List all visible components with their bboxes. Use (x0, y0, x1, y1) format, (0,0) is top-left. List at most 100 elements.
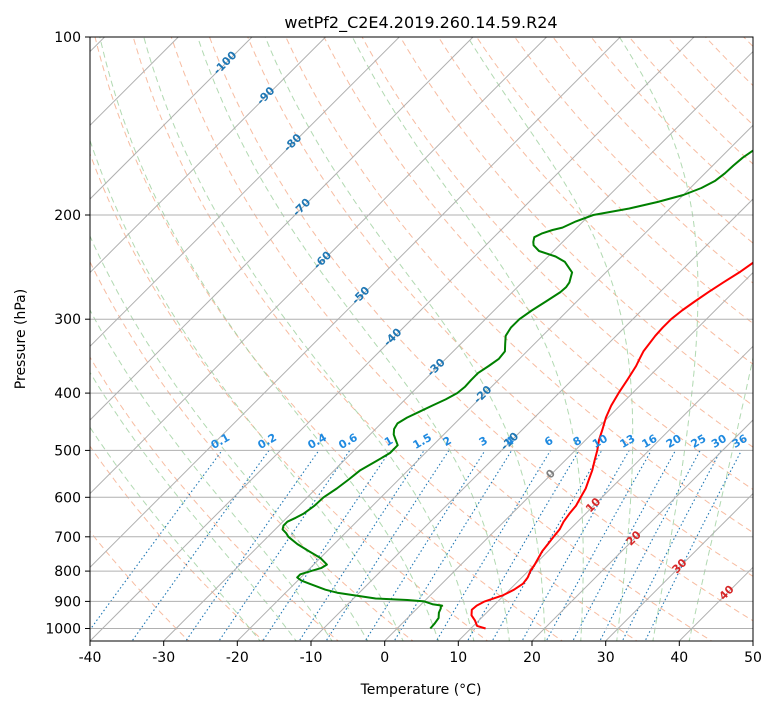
x-tick-label: 20 (523, 650, 541, 666)
x-tick-label: -20 (226, 650, 249, 666)
y-tick-label: 700 (54, 530, 81, 546)
mixing-ratio-line (185, 450, 320, 641)
moist-adiabat (197, 37, 510, 641)
isotherm-line (457, 345, 753, 641)
isotherm-line (90, 37, 622, 569)
y-axis: 1000 900 800 700 600 500 400 300 200 100 (45, 30, 90, 638)
temperature-line (470, 261, 753, 630)
isotherm-line (310, 198, 753, 641)
x-axis-label: Temperature (°C) (360, 682, 482, 698)
isotherm-line (90, 37, 253, 200)
mixing-ratio-label: 25 (689, 432, 709, 451)
isotherm-label: -40 (381, 325, 404, 348)
isotherm-label: 10 (583, 495, 603, 515)
x-tick-label: -30 (152, 650, 175, 666)
dry-adiabat (247, 37, 753, 577)
mixing-ratio-label: 8 (571, 434, 584, 449)
mixing-ratio-label: 16 (640, 432, 660, 451)
isotherm-line (162, 50, 753, 641)
data-lines (281, 149, 753, 630)
mixing-ratio-line (545, 450, 652, 641)
mixing-ratio-line (325, 450, 450, 641)
mixing-ratio-label: 6 (542, 434, 555, 449)
isotherm-line (752, 640, 753, 641)
mixing-ratio-label: 3 (477, 434, 490, 449)
isotherm-line (90, 37, 474, 421)
isotherm-line (383, 271, 753, 641)
isotherm-line (90, 37, 327, 274)
x-tick-label: -10 (300, 650, 323, 666)
x-tick-label: 30 (597, 650, 615, 666)
mixing-ratio-label: 10 (590, 432, 610, 451)
chart-title: wetPf2_C2E4.2019.260.14.59.R24 (284, 13, 557, 33)
dry-adiabat (476, 37, 753, 325)
dry-adiabat (285, 37, 753, 534)
x-tick-label: 10 (449, 650, 467, 666)
mixing-ratio-line (262, 450, 391, 641)
x-axis: -40 -30 -20 -10 0 10 20 30 40 50 (79, 641, 762, 666)
moist-adiabat (90, 309, 333, 641)
dry-adiabat (208, 37, 753, 622)
y-tick-label: 300 (54, 312, 81, 328)
isotherm-label: -20 (471, 383, 494, 406)
isotherm-label: -90 (254, 84, 277, 107)
isotherm-label: -60 (311, 248, 334, 271)
y-tick-label: 200 (54, 208, 81, 224)
moist-adiabat (688, 355, 753, 641)
dry-adiabat (437, 37, 753, 365)
isotherm-label: -30 (425, 356, 448, 379)
isotherm-line (604, 492, 753, 641)
y-tick-label: 800 (54, 564, 81, 580)
mixing-ratio-line (572, 450, 676, 641)
dry-adiabat (514, 37, 753, 284)
mixing-ratio-line (218, 450, 351, 641)
dry-adiabat (769, 24, 775, 644)
isotherm-line (236, 124, 753, 641)
y-tick-label: 600 (54, 490, 81, 506)
isotherm-label: 20 (624, 528, 644, 548)
mixing-ratio-line (364, 450, 486, 641)
dry-adiabat (361, 37, 753, 448)
y-tick-label: 400 (54, 386, 81, 402)
mixing-ratio-line (90, 450, 223, 631)
x-tick-label: -40 (79, 650, 102, 666)
y-axis-label: Pressure (hPa) (13, 289, 29, 389)
isotherm-label: 0 (543, 467, 558, 482)
dry-adiabat (90, 260, 414, 641)
moist-adiabat (90, 234, 369, 641)
mixing-ratio-line (621, 450, 722, 641)
x-tick-label: 40 (670, 650, 688, 666)
mixing-ratio-line (599, 450, 701, 641)
isotherm-line (90, 37, 548, 495)
isotherm-label: 30 (670, 556, 690, 576)
mixing-ratio-line (298, 450, 425, 641)
dry-adiabat (704, 37, 753, 87)
moist-adiabat (90, 138, 404, 641)
mixing-ratio-line (466, 450, 580, 641)
mixing-ratio-line (393, 450, 513, 641)
dry-adiabat (90, 152, 489, 641)
moist-adiabat (618, 37, 699, 641)
mixing-ratio-label: 0.4 (306, 431, 330, 452)
dewpoint-line (281, 149, 753, 630)
mixing-ratio-line (435, 450, 552, 641)
dry-adiabat (590, 37, 753, 205)
isotherm-label: -80 (281, 131, 304, 154)
isotherm-label: -100 (211, 48, 240, 77)
mixing-ratio-line (131, 450, 270, 641)
mixing-ratio-label: 20 (664, 432, 684, 451)
isotherm-line (531, 419, 753, 641)
isotherm-line (90, 37, 695, 641)
plot-frame (89, 36, 754, 642)
moist-adiabat (90, 371, 297, 641)
moist-adiabat (90, 426, 261, 641)
dry-adiabat (666, 37, 753, 126)
dry-adiabat (132, 37, 638, 641)
x-tick-label: 50 (744, 650, 762, 666)
mixing-ratio-label: 2 (441, 434, 454, 449)
y-tick-label: 100 (54, 30, 81, 46)
x-tick-label: 0 (380, 650, 389, 666)
y-tick-label: 900 (54, 594, 81, 610)
dry-adiabat (399, 37, 753, 407)
